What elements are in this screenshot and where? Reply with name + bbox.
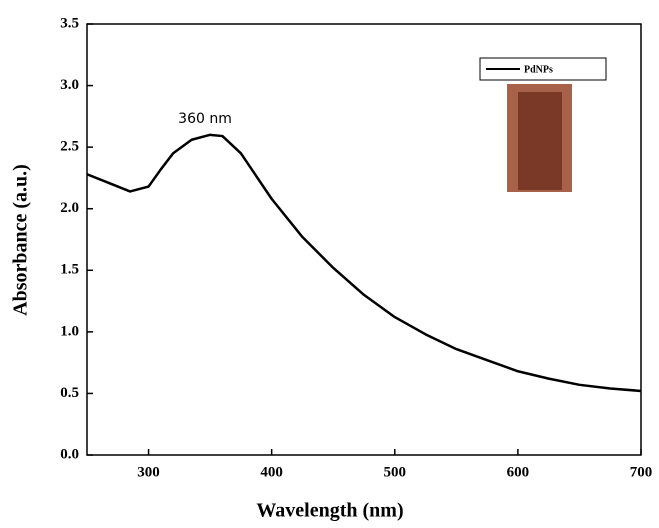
y-tick-label: 0.5 bbox=[60, 385, 79, 401]
y-axis-label: Absorbance (a.u.) bbox=[10, 164, 32, 316]
y-tick-label: 1.5 bbox=[60, 262, 79, 278]
x-axis-label: Wavelength (nm) bbox=[256, 500, 403, 522]
legend bbox=[479, 57, 607, 192]
data-line bbox=[86, 133, 642, 393]
y-tick-label: 3.0 bbox=[60, 77, 79, 93]
x-tick-label: 400 bbox=[260, 464, 283, 480]
y-tick-label: 2.0 bbox=[60, 200, 79, 216]
legend-label: PdNPs bbox=[524, 64, 553, 75]
legend-box bbox=[479, 57, 607, 81]
y-tick-label: 0.0 bbox=[60, 446, 79, 462]
y-tick-label: 3.5 bbox=[60, 15, 79, 31]
y-tick-label: 1.0 bbox=[60, 323, 79, 339]
x-tick-label: 600 bbox=[507, 464, 530, 480]
vial bbox=[518, 92, 562, 190]
x-tick-label: 500 bbox=[384, 464, 407, 480]
annotation: 360 nm bbox=[178, 111, 232, 127]
plot-frame bbox=[86, 23, 642, 456]
x-tick-label: 300 bbox=[137, 464, 160, 480]
x-tick-label: 700 bbox=[630, 464, 653, 480]
y-tick-label: 2.5 bbox=[60, 139, 79, 155]
